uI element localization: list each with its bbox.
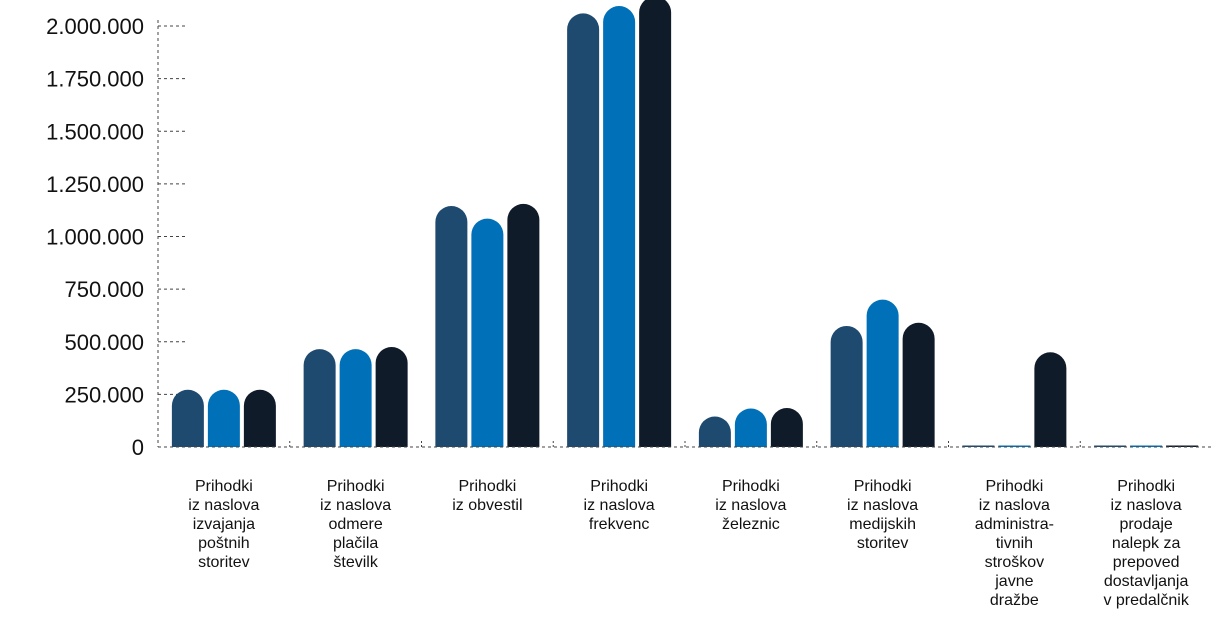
bar [902, 322, 935, 447]
bar [303, 349, 336, 447]
y-tick-label: 1.750.000 [46, 67, 144, 92]
y-tick-label: 250.000 [64, 382, 144, 407]
bar [339, 349, 372, 447]
bar [698, 416, 731, 447]
y-tick-label: 0 [132, 435, 144, 460]
x-tick-label: Prihodki iz naslova frekvenc [583, 478, 655, 533]
bar [471, 218, 504, 447]
y-axis: 2.000.000 1.750.000 1.500.000 1.250.000 1.00… [46, 14, 188, 460]
bar [603, 6, 636, 447]
y-tick-label: 2.000.000 [46, 14, 144, 39]
bar [243, 389, 276, 447]
x-tick-label: Prihodki iz naslova izvajanja poštnih st… [188, 478, 260, 571]
bar [507, 203, 540, 447]
y-tick-label: 1.000.000 [46, 225, 144, 250]
bar [1034, 352, 1067, 447]
x-tick-label: Prihodki iz naslova administra- tivnih s… [974, 478, 1054, 609]
y-tick-label: 500.000 [64, 330, 144, 355]
bar [435, 205, 468, 447]
y-tick-label: 1.500.000 [46, 119, 144, 144]
y-tick-label: 1.250.000 [46, 172, 144, 197]
bar [770, 408, 803, 447]
x-tick-label: Prihodki iz naslova odmere plačila števi… [320, 478, 392, 571]
bar [639, 0, 672, 447]
bar [1094, 445, 1127, 447]
x-tick-label: Prihodki iz naslova železnic [715, 478, 787, 533]
bar [830, 325, 863, 447]
bar [998, 445, 1031, 447]
bar [567, 13, 600, 448]
bar [1166, 445, 1199, 447]
bar [962, 445, 995, 447]
x-tick-label: Prihodki iz naslova medijskih storitev [847, 478, 919, 552]
x-tick-label: Prihodki iz obvestil [452, 478, 523, 514]
bar [734, 408, 767, 447]
x-tick-label: Prihodki iz naslova prodaje nalepk za pr… [1103, 478, 1189, 609]
bars [171, 0, 1199, 448]
bar [866, 299, 899, 447]
x-axis [158, 441, 1212, 449]
bar [375, 347, 408, 447]
y-tick-label: 750.000 [64, 277, 144, 302]
bar [207, 389, 240, 447]
bar [171, 389, 204, 447]
bar [1130, 445, 1163, 447]
